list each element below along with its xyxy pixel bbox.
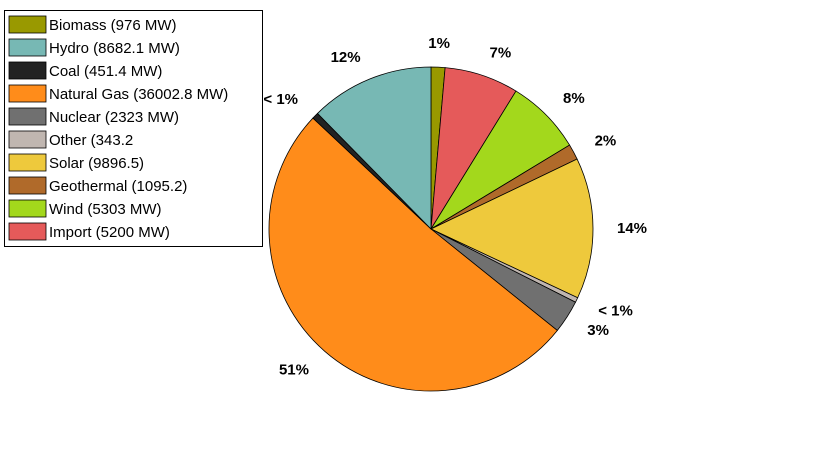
- legend: Biomass (976 MW) Hydro (8682.1 MW) Coal (4…: [4, 10, 263, 247]
- legend-label-nuclear: Nuclear (2323 MW): [49, 109, 179, 126]
- slice-natural-gas: [268, 117, 558, 392]
- pct-label-geothermal: 2%: [595, 133, 617, 150]
- legend-box: [4, 10, 263, 247]
- legend-swatch-other: [8, 130, 47, 149]
- pct-label-wind: 8%: [563, 90, 585, 107]
- legend-swatch-geothermal: [8, 176, 47, 195]
- legend-label-hydro: Hydro (8682.1 MW): [49, 40, 180, 57]
- legend-label-wind: Wind (5303 MW): [49, 201, 162, 218]
- legend-label-biomass: Biomass (976 MW): [49, 17, 177, 34]
- legend-swatch-solar: [8, 153, 47, 172]
- percentage-labels: 1% 7% 8% 2% 14% < 1% 3% 51% < 1% 12%: [263, 35, 647, 378]
- legend-label-import: Import (5200 MW): [49, 224, 170, 241]
- pct-label-other: < 1%: [598, 303, 633, 320]
- legend-swatch-natural-gas: [8, 84, 47, 103]
- legend-label-geothermal: Geothermal (1095.2): [49, 178, 187, 195]
- legend-swatch-import: [8, 222, 47, 241]
- legend-swatch-hydro: [8, 38, 47, 57]
- legend-label-coal: Coal (451.4 MW): [49, 63, 162, 80]
- slice-solar: [430, 158, 594, 299]
- legend-label-other: Other (343.2: [49, 132, 133, 149]
- legend-swatch-biomass: [8, 15, 47, 34]
- pct-label-natural-gas: 51%: [279, 361, 309, 378]
- pct-label-biomass: 1%: [428, 35, 450, 52]
- pct-label-solar: 14%: [617, 220, 647, 237]
- pct-label-nuclear: 3%: [587, 322, 609, 339]
- legend-swatch-nuclear: [8, 107, 47, 126]
- legend-swatch-coal: [8, 61, 47, 80]
- legend-label-solar: Solar (9896.5): [49, 155, 144, 172]
- pct-label-hydro: 12%: [331, 49, 361, 66]
- pie-slices: [268, 66, 594, 392]
- slice-hydro: [316, 66, 432, 230]
- legend-swatch-wind: [8, 199, 47, 218]
- pct-label-import: 7%: [490, 44, 512, 61]
- legend-label-natural-gas: Natural Gas (36002.8 MW): [49, 86, 228, 103]
- pct-label-coal: < 1%: [263, 91, 298, 108]
